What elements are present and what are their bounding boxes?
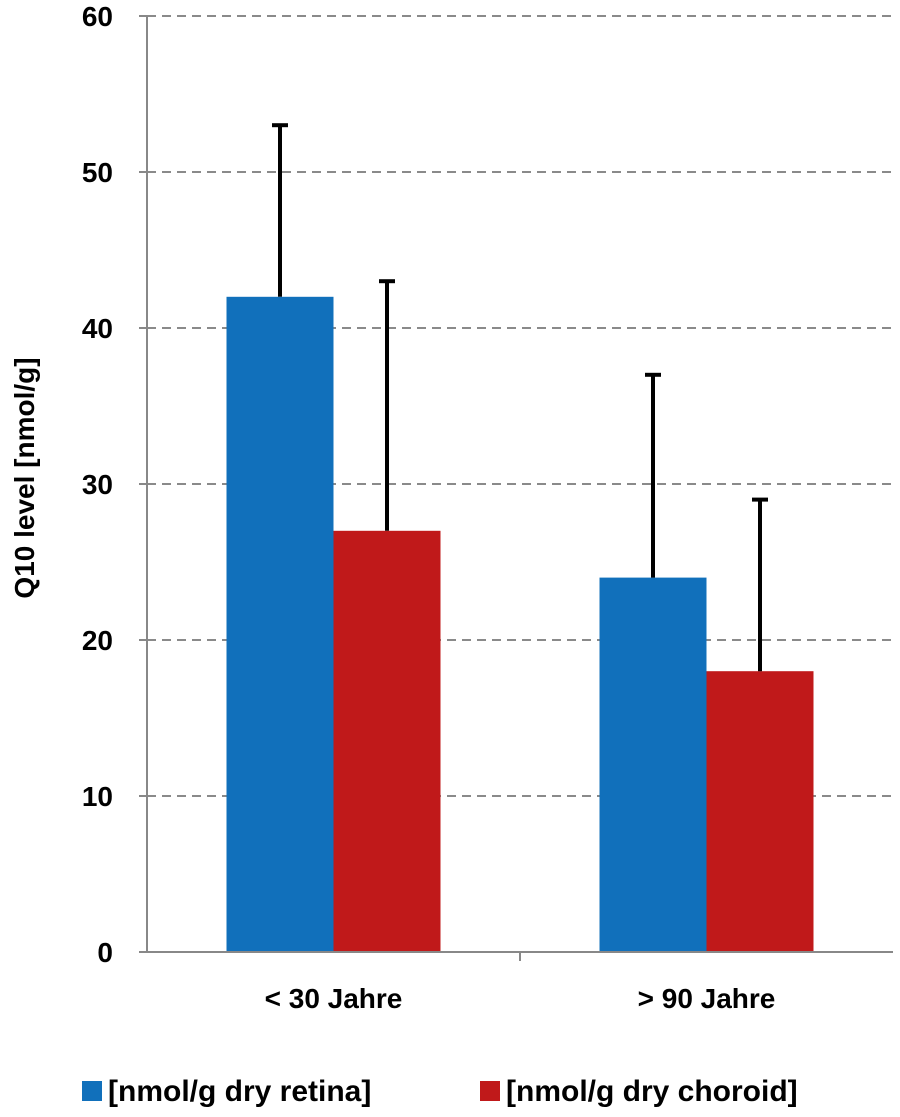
y-tick-label: 60 xyxy=(82,1,113,32)
bar-choroid xyxy=(333,530,441,952)
y-tick-label: 50 xyxy=(82,157,113,188)
y-tick-label: 10 xyxy=(82,781,113,812)
bar-retina xyxy=(599,577,707,952)
y-tick-label: 0 xyxy=(97,937,113,968)
x-category-label: > 90 Jahre xyxy=(638,983,776,1014)
bar-retina xyxy=(226,296,334,952)
y-axis-label: Q10 level [nmol/g] xyxy=(9,357,40,598)
legend-swatch xyxy=(82,1081,102,1101)
y-tick-labels: 0 10 20 30 40 50 60 xyxy=(82,1,113,968)
y-tick-label: 30 xyxy=(82,469,113,500)
legend-label: [nmol/g dry retina] xyxy=(108,1075,371,1108)
bars xyxy=(226,296,814,952)
x-tick-labels: < 30 Jahre > 90 Jahre xyxy=(265,983,776,1014)
bar-choroid xyxy=(706,671,814,952)
legend-swatch xyxy=(480,1081,500,1101)
y-tick-label: 40 xyxy=(82,313,113,344)
legend: [nmol/g dry retina] [nmol/g dry choroid] xyxy=(82,1075,798,1108)
axes xyxy=(146,16,893,953)
y-tick-label: 20 xyxy=(82,625,113,656)
x-category-label: < 30 Jahre xyxy=(265,983,403,1014)
legend-label: [nmol/g dry choroid] xyxy=(506,1075,798,1108)
error-bars xyxy=(272,123,768,672)
